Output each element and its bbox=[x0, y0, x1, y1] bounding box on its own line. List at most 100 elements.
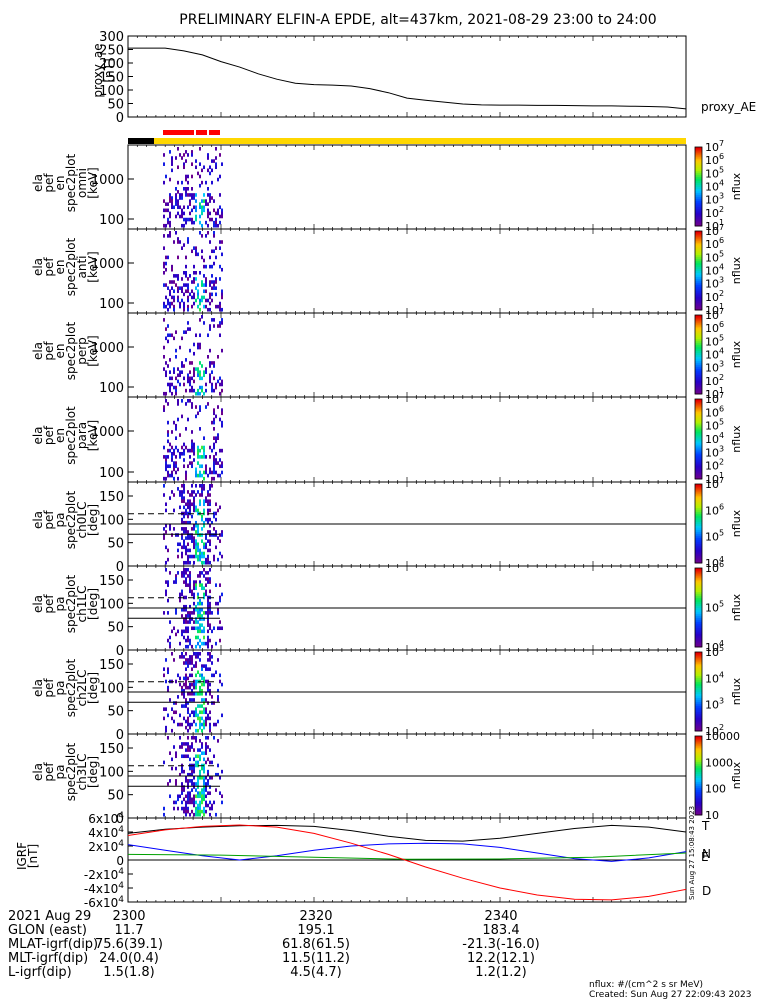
spec-anti-cell bbox=[215, 255, 217, 260]
spec-anti-cell bbox=[185, 289, 187, 294]
pa-ch0-cell bbox=[201, 490, 203, 494]
spec-perp-cell bbox=[201, 315, 203, 319]
spec-para-cell bbox=[197, 455, 199, 459]
pa-ch0-cell bbox=[203, 560, 205, 565]
panel-pa-ch3: elapefpaspec2plotch3LC[deg]0501001501010… bbox=[31, 730, 743, 827]
pa-ch0-cell bbox=[169, 496, 171, 500]
pa-ch2-cell bbox=[167, 713, 169, 718]
pa-ch3-cell bbox=[207, 779, 209, 783]
spec-perp-cell bbox=[197, 342, 199, 347]
spec-omni-cell bbox=[213, 159, 215, 163]
pa-ch1-cell bbox=[199, 629, 201, 634]
spec-para-colorbar-swatch bbox=[695, 451, 702, 454]
pa-ch0-colorbar-swatch bbox=[695, 539, 702, 542]
pa-ch2-cell bbox=[187, 661, 189, 665]
pa-ch0-cell bbox=[209, 487, 211, 491]
pa-ch2-cell bbox=[189, 692, 191, 696]
pa-ch3-cell bbox=[199, 800, 201, 805]
pa-ch0-cell bbox=[187, 542, 189, 547]
pa-ch1-cell bbox=[207, 601, 209, 606]
spec-anti-cell bbox=[193, 292, 195, 297]
spec-omni-cell bbox=[187, 193, 189, 197]
spec-para-cell bbox=[163, 445, 165, 450]
spec-perp-cell bbox=[221, 348, 223, 353]
pa-ch0-cell bbox=[195, 554, 197, 559]
pa-ch0-cell bbox=[185, 508, 187, 513]
spec-para-colorbar-swatch bbox=[695, 411, 702, 414]
spec-perp-cell bbox=[183, 382, 185, 387]
pa-ch3-cell bbox=[199, 791, 201, 795]
pa-ch1-cell bbox=[219, 595, 221, 600]
spec-para-cell bbox=[219, 458, 221, 462]
spec-anti-cell bbox=[195, 252, 197, 257]
pa-ch3-cell bbox=[179, 794, 181, 799]
pa-ch1-cell bbox=[201, 641, 203, 646]
spec-anti-cell bbox=[163, 264, 165, 269]
spec-perp-cell bbox=[213, 364, 215, 368]
pa-ch1-cell bbox=[185, 568, 187, 572]
spec-omni-cell bbox=[181, 193, 183, 197]
spec-perp-cell bbox=[181, 370, 183, 374]
pa-ch2-cell bbox=[211, 695, 213, 699]
pa-ch1-cell bbox=[197, 635, 199, 640]
spec-perp-cell bbox=[181, 361, 183, 365]
spec-omni-cell bbox=[195, 165, 197, 170]
pa-ch2-cell bbox=[187, 658, 189, 662]
pa-ch3-cell bbox=[201, 800, 203, 805]
pa-ch0-cell bbox=[193, 545, 195, 550]
xaxis-table: 2021 Aug 29 2300 2320 2340 GLON (east) 1… bbox=[8, 909, 540, 980]
spec-omni-cell bbox=[175, 199, 177, 203]
pa-ch3-cell bbox=[197, 812, 199, 817]
spec-para-cell bbox=[217, 461, 219, 465]
pa-ch2-colorbar-tick: 105 bbox=[705, 644, 724, 659]
spec-anti-cell bbox=[187, 283, 189, 287]
pa-ch0-cell bbox=[185, 511, 187, 516]
pa-ch0-cell bbox=[195, 542, 197, 547]
spec-anti-colorbar-swatch bbox=[695, 264, 702, 268]
pa-ch3-cell bbox=[203, 766, 205, 771]
pa-ch2-colorbar-frame bbox=[694, 651, 703, 732]
pa-ch2-colorbar-swatch bbox=[695, 687, 702, 691]
spec-anti-cell bbox=[173, 274, 175, 278]
pa-ch1-cell bbox=[175, 632, 177, 637]
pa-ch3-cell bbox=[205, 748, 207, 752]
spec-perp-cell bbox=[197, 367, 199, 371]
spec-omni-cell bbox=[203, 208, 205, 213]
spec-para-colorbar-swatch bbox=[695, 403, 702, 406]
spec-para-cell bbox=[175, 427, 177, 431]
pa-ch1-cell bbox=[175, 608, 177, 612]
pa-ch3-colorbar-swatch bbox=[695, 785, 702, 788]
pa-ch1-cell bbox=[185, 614, 187, 618]
spec-perp-cell bbox=[211, 385, 213, 390]
pa-ch0-colorbar-tick: 107 bbox=[705, 476, 724, 491]
pa-ch3-colorbar-swatch bbox=[695, 801, 702, 804]
pa-ch1-cell bbox=[201, 586, 203, 591]
spec-omni-colorbar-swatch bbox=[695, 220, 702, 223]
pa-ch2-cell bbox=[183, 676, 185, 681]
spec-omni-cell bbox=[181, 214, 183, 219]
pa-ch3-colorbar-tick: 10 bbox=[705, 809, 719, 822]
pa-ch2-cell bbox=[199, 716, 201, 721]
pa-ch0-cell bbox=[187, 557, 189, 562]
pa-ch2-cell bbox=[201, 728, 203, 733]
pa-ch0-cell bbox=[207, 554, 209, 559]
pa-ch2-cell bbox=[203, 722, 205, 727]
spec-anti-cell bbox=[193, 295, 195, 300]
spec-para-cell bbox=[175, 461, 177, 465]
spec-perp-colorbar-swatch bbox=[695, 358, 702, 361]
spec-anti-colorbar-swatch bbox=[695, 262, 702, 266]
pa-ch0-cell bbox=[209, 502, 211, 507]
spec-perp-cell bbox=[189, 361, 191, 365]
spec-anti-colorbar-swatch bbox=[695, 250, 702, 254]
pa-ch2-cell bbox=[207, 652, 209, 656]
pa-ch1-cell bbox=[217, 608, 219, 612]
spec-anti-cell bbox=[197, 295, 199, 300]
pa-ch0-colorbar-swatch bbox=[695, 529, 702, 532]
spec-para-cell bbox=[163, 455, 165, 459]
pa-ch2-cell bbox=[203, 682, 205, 687]
pa-ch2-cell bbox=[203, 698, 205, 702]
spec-omni-cell bbox=[187, 153, 189, 157]
pa-ch0-ytick-label: 50 bbox=[107, 537, 124, 552]
pa-ch3-cell bbox=[197, 794, 199, 799]
pa-ch3-cell bbox=[207, 791, 209, 795]
